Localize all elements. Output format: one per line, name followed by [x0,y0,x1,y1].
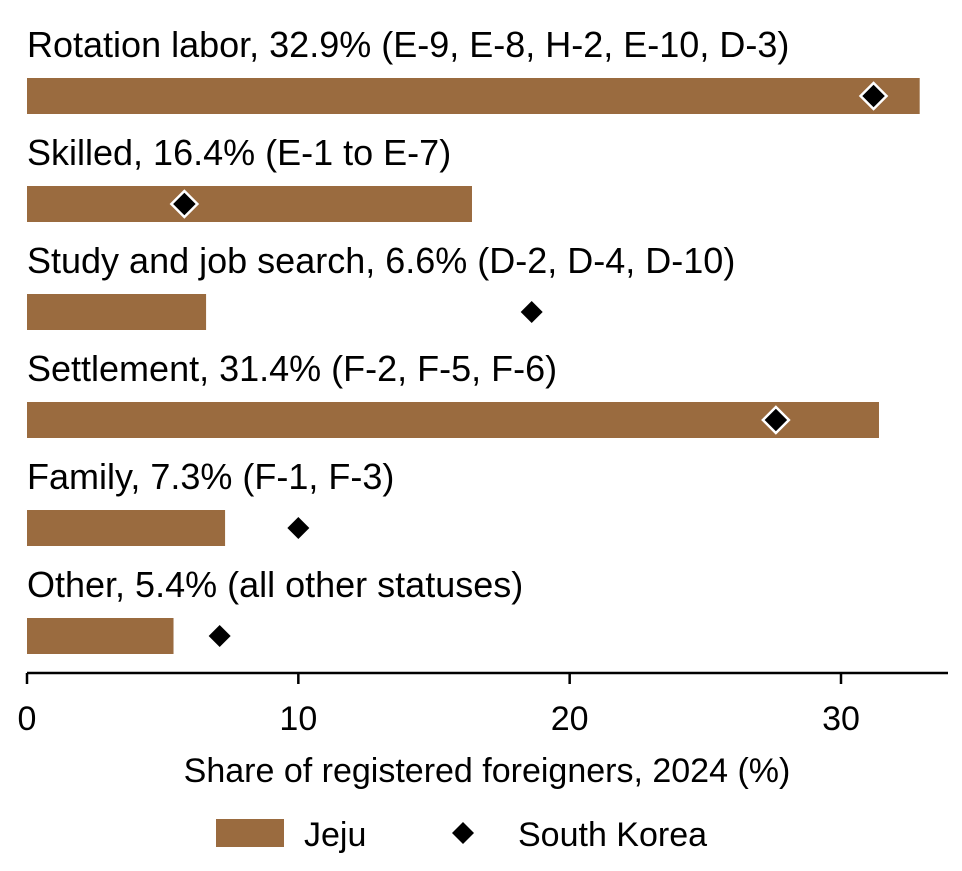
bar-jeju [27,294,207,330]
category-label: Other, 5.4% (all other statuses) [27,564,523,605]
category-label: Study and job search, 6.6% (D-2, D-4, D-… [27,240,735,281]
legend-label-south-korea: South Korea [518,816,707,854]
bar-jeju [27,618,174,654]
category-label: Rotation labor, 32.9% (E-9, E-8, H-2, E-… [27,24,789,65]
marker-south-korea [858,81,889,111]
category-label: Family, 7.3% (F-1, F-3) [27,456,394,497]
marker-south-korea [169,189,200,219]
legend: Jeju South Korea [216,816,707,854]
x-tick-label: 20 [551,700,589,738]
bar-jeju [27,402,879,438]
bar-jeju [27,78,920,114]
legend-diamond-icon [452,822,474,844]
legend-swatch-jeju [216,819,284,847]
x-tick-label: 0 [18,700,37,738]
marker-south-korea [520,301,543,323]
marker-south-korea [761,405,791,435]
bars-layer [27,78,920,654]
category-label: Settlement, 31.4% (F-2, F-5, F-6) [27,348,557,389]
bar-jeju [27,510,226,546]
x-axis-title: Share of registered foreigners, 2024 (%) [184,752,791,790]
legend-label-jeju: Jeju [304,816,366,854]
markers-layer [169,81,889,647]
x-axis: 0 10 20 30 [18,671,948,738]
x-tick-label: 10 [279,700,317,738]
marker-south-korea [287,517,310,539]
x-tick-label: 30 [822,700,860,738]
category-labels: Rotation labor, 32.9% (E-9, E-8, H-2, E-… [27,24,789,605]
marker-south-korea [208,625,231,647]
bar-jeju [27,186,472,222]
category-label: Skilled, 16.4% (E-1 to E-7) [27,132,451,173]
